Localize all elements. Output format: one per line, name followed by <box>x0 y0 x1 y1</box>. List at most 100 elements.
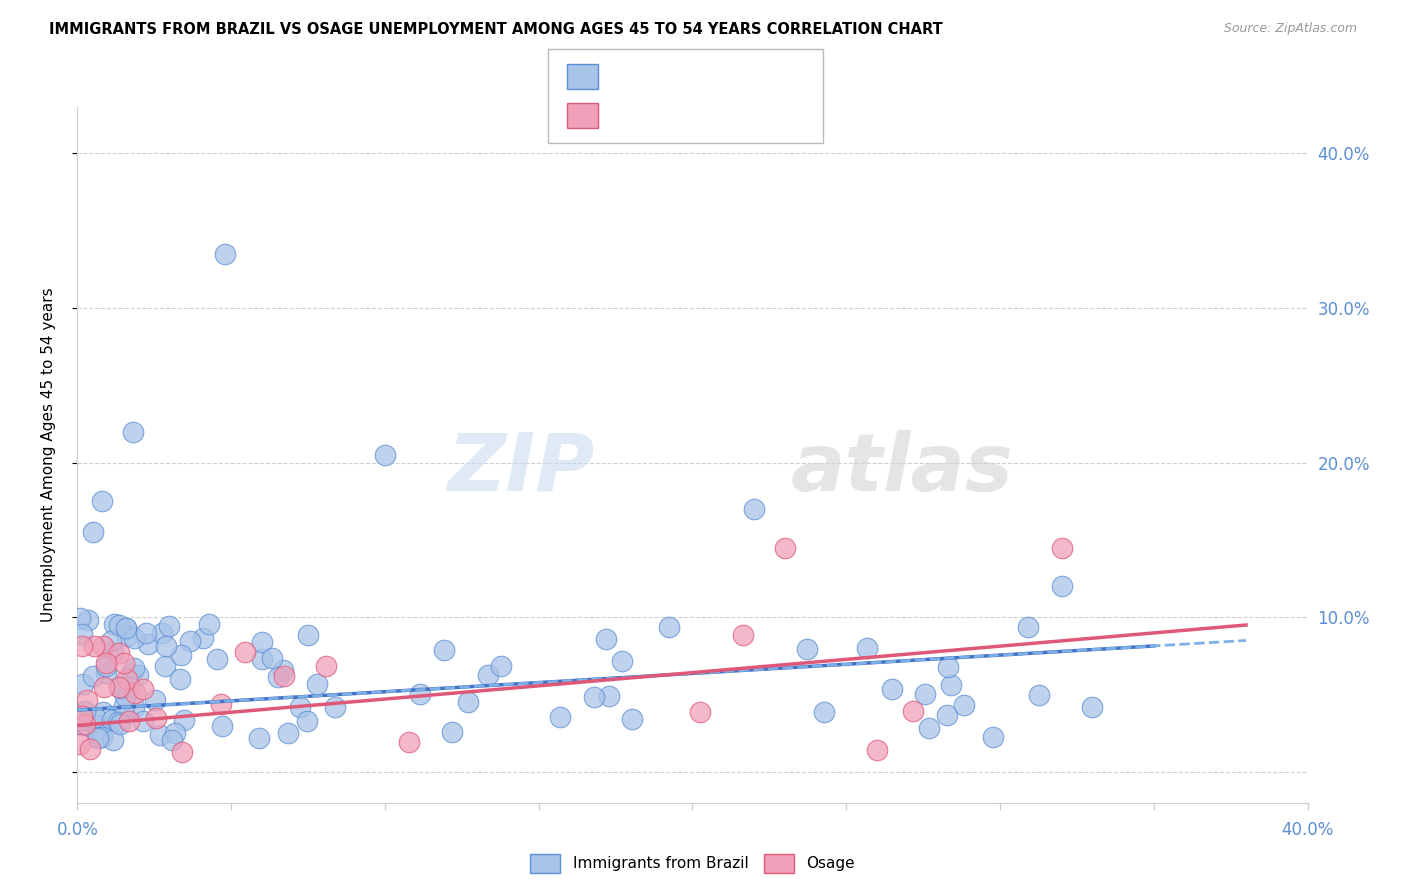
Point <box>112 706 135 721</box>
Point <box>880 682 903 697</box>
Point <box>69 713 91 727</box>
Point <box>408 687 430 701</box>
Text: R =: R = <box>606 106 643 124</box>
Point <box>315 658 337 673</box>
Point <box>135 626 157 640</box>
Point <box>658 620 681 634</box>
Point <box>108 681 131 695</box>
Point <box>107 617 129 632</box>
Point <box>90 727 112 741</box>
Point <box>108 646 131 660</box>
Point <box>101 645 124 659</box>
Point <box>457 695 479 709</box>
Point <box>207 651 229 665</box>
Point <box>73 704 96 718</box>
Point <box>93 706 115 720</box>
Point <box>1050 579 1073 593</box>
Point <box>155 639 177 653</box>
Text: N =: N = <box>696 106 733 124</box>
Point <box>271 663 294 677</box>
Point <box>170 745 193 759</box>
Point <box>112 699 135 714</box>
Point <box>731 627 754 641</box>
Point <box>77 613 100 627</box>
Point <box>124 700 146 714</box>
Point <box>323 700 346 714</box>
Point <box>90 494 114 508</box>
Point <box>305 677 328 691</box>
Point <box>173 713 195 727</box>
Point <box>94 658 117 673</box>
Point <box>69 737 91 751</box>
Point <box>163 726 186 740</box>
Point <box>124 631 146 645</box>
Point <box>191 632 214 646</box>
Point <box>953 698 976 713</box>
Point <box>290 699 312 714</box>
Text: 40.0%: 40.0% <box>1281 822 1334 839</box>
Point <box>87 731 110 745</box>
Point <box>267 669 290 683</box>
Text: atlas: atlas <box>792 430 1014 508</box>
Point <box>936 660 959 674</box>
Point <box>114 690 136 704</box>
Point <box>773 541 796 555</box>
Point <box>866 743 889 757</box>
Point <box>441 725 464 739</box>
Point <box>76 693 98 707</box>
Point <box>162 732 184 747</box>
Point <box>132 682 155 697</box>
Point <box>249 731 271 745</box>
Point <box>250 635 273 649</box>
Point <box>72 639 94 653</box>
Point <box>69 611 91 625</box>
Point <box>582 690 605 705</box>
Point <box>101 713 124 727</box>
Point <box>548 710 571 724</box>
Text: 0.110: 0.110 <box>640 68 692 86</box>
Legend: Immigrants from Brazil, Osage: Immigrants from Brazil, Osage <box>524 847 860 879</box>
Point <box>91 639 114 653</box>
Point <box>179 634 201 648</box>
Point <box>112 656 135 670</box>
Point <box>93 680 115 694</box>
Point <box>72 718 94 732</box>
Point <box>150 625 173 640</box>
Point <box>1050 541 1073 555</box>
Text: ZIP: ZIP <box>447 430 595 508</box>
Text: 0.0%: 0.0% <box>56 822 98 839</box>
Point <box>121 425 143 439</box>
Point <box>595 632 617 646</box>
Point <box>169 672 191 686</box>
Point <box>82 525 104 540</box>
Point <box>108 717 131 731</box>
Point <box>127 668 149 682</box>
Point <box>107 715 129 730</box>
Point <box>131 714 153 728</box>
Point <box>115 621 138 635</box>
Text: 30: 30 <box>731 106 761 124</box>
Point <box>211 719 233 733</box>
Point <box>86 730 108 744</box>
Point <box>260 650 283 665</box>
Point <box>120 667 142 681</box>
Text: IMMIGRANTS FROM BRAZIL VS OSAGE UNEMPLOYMENT AMONG AGES 45 TO 54 YEARS CORRELATI: IMMIGRANTS FROM BRAZIL VS OSAGE UNEMPLOY… <box>49 22 943 37</box>
Point <box>115 629 138 643</box>
Point <box>1028 688 1050 702</box>
Point <box>250 652 273 666</box>
Point <box>118 679 141 693</box>
Point <box>297 628 319 642</box>
Point <box>82 669 104 683</box>
Text: 0.396: 0.396 <box>640 106 692 124</box>
Point <box>72 676 94 690</box>
Point <box>118 714 141 728</box>
Point <box>157 619 180 633</box>
Point <box>124 686 146 700</box>
Point <box>94 657 117 671</box>
Point <box>84 709 107 723</box>
Point <box>209 698 232 712</box>
Point <box>856 640 879 655</box>
Point <box>91 730 114 744</box>
Point <box>620 712 643 726</box>
Point <box>796 641 818 656</box>
